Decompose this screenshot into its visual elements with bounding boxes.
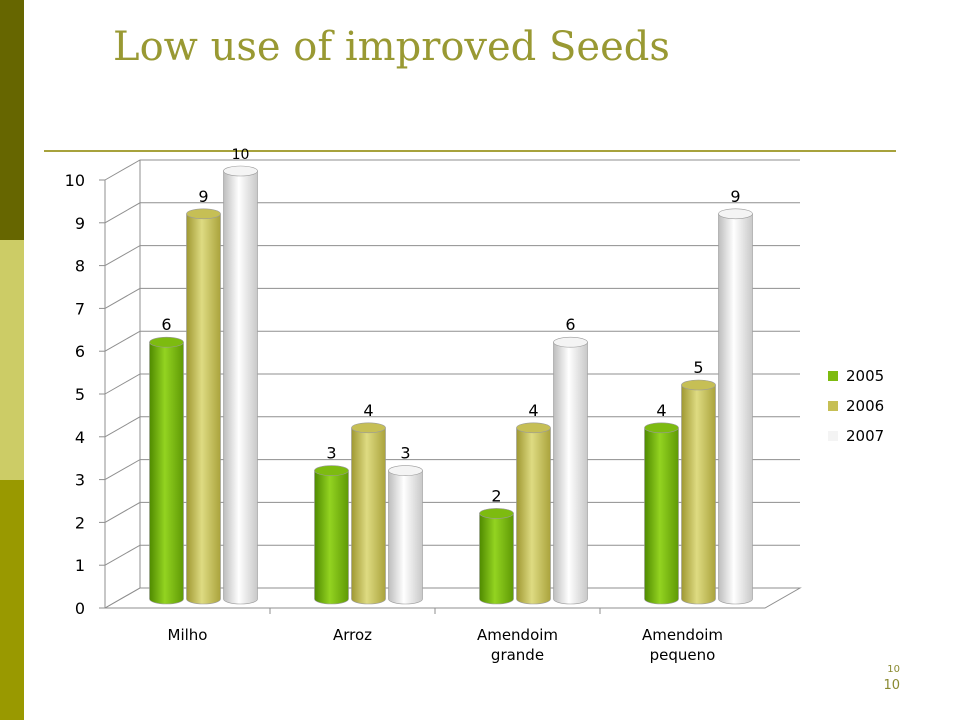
legend-label-2007: 2007 [846,427,884,445]
bar-value-label-0-1: 9 [198,187,208,206]
bar-value-label-0-2: 10 [232,147,250,163]
bar-1-1 [351,422,386,605]
bar-value-label-2-2: 6 [565,315,575,334]
y-tick-label-2: 2 [75,513,85,532]
y-tick-label-10: 10 [65,171,85,190]
x-category-label-1-0: Arroz [333,626,372,644]
legend-item-2006: 2006 [828,397,884,415]
y-tick-label-4: 4 [75,428,85,447]
bar-3-2 [718,208,753,605]
x-category-label-2-0: Amendoim [477,626,558,644]
y-tick-label-3: 3 [75,471,85,490]
y-tick-label-5: 5 [75,385,85,404]
bar-2-2 [553,336,588,605]
y-tick-label-0: 0 [75,599,85,618]
bar-0-1 [186,208,221,605]
y-tick-label-6: 6 [75,342,85,361]
legend-item-2005: 2005 [828,367,884,385]
bar-0-2 [223,165,258,605]
bar-2-0 [479,508,514,605]
bar-0-0 [149,336,184,605]
sidebar-band-light [0,240,24,480]
x-category-label-3-0: Amendoim [642,626,723,644]
bar-2-1 [516,422,551,605]
y-tick-label-1: 1 [75,556,85,575]
x-category-label-2-1: grande [491,646,544,664]
bar-value-label-2-1: 4 [528,401,538,420]
bar-value-label-3-0: 4 [656,401,666,420]
bar-value-label-1-2: 3 [400,444,410,463]
sidebar-band-mid [0,480,24,720]
x-category-label-3-1: pequeno [650,646,716,664]
bar-value-label-0-0: 6 [161,315,171,334]
bar-value-label-2-0: 2 [491,486,501,505]
legend-swatch-2007 [828,431,838,441]
y-tick-label-9: 9 [75,214,85,233]
bar-value-label-3-1: 5 [693,358,703,377]
bar-3-0 [644,422,679,605]
bar-1-0 [314,465,349,605]
bar-3-1 [681,379,716,605]
sidebar-decoration [0,0,24,720]
slide-title: Low use of improved Seeds [113,24,670,70]
legend-label-2005: 2005 [846,367,884,385]
y-tick-label-8: 8 [75,257,85,276]
page-number-small: 10 [887,664,900,675]
bar-value-label-1-1: 4 [363,401,373,420]
y-tick-label-7: 7 [75,299,85,318]
title-divider [44,150,896,152]
sidebar-band-dark [0,0,24,240]
legend-item-2007: 2007 [828,427,884,445]
legend-swatch-2006 [828,401,838,411]
bar-1-2 [388,465,423,605]
bar-chart: 0 1 2 3 4 5 6 7 8 9 10 Milho Arroz Amendoim grande Amen… [65,147,885,664]
legend-label-2006: 2006 [846,397,884,415]
bar-value-label-3-2: 9 [730,187,740,206]
bar-value-label-1-0: 3 [326,444,336,463]
x-category-label-0-0: Milho [168,626,208,644]
page-number: 10 [883,678,900,693]
legend-swatch-2005 [828,371,838,381]
